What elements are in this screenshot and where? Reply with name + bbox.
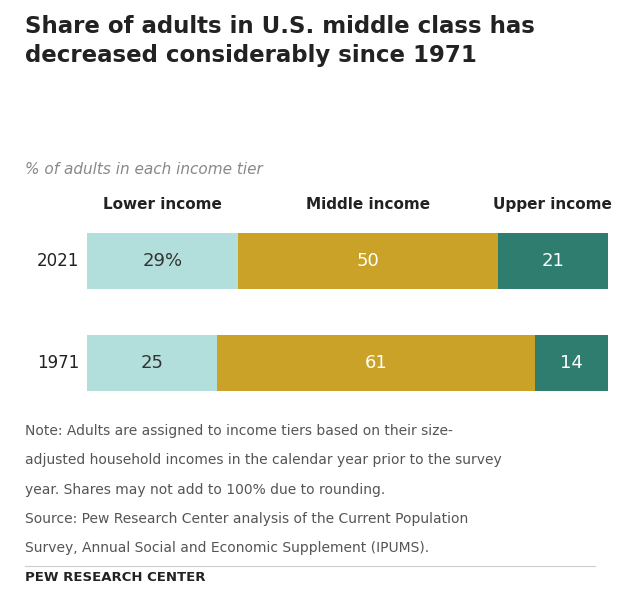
Text: Share of adults in U.S. middle class has
decreased considerably since 1971: Share of adults in U.S. middle class has… [25, 15, 534, 66]
Text: Source: Pew Research Center analysis of the Current Population: Source: Pew Research Center analysis of … [25, 512, 468, 526]
Text: 29%: 29% [142, 253, 182, 270]
Text: 50: 50 [356, 253, 379, 270]
Text: Upper income: Upper income [494, 198, 613, 212]
Text: Lower income: Lower income [103, 198, 222, 212]
Bar [498, 234, 608, 289]
Text: PEW RESEARCH CENTER: PEW RESEARCH CENTER [25, 571, 205, 584]
Text: Note: Adults are assigned to income tiers based on their size-: Note: Adults are assigned to income tier… [25, 424, 453, 438]
Text: 2021: 2021 [37, 253, 79, 270]
Text: 1971: 1971 [37, 354, 79, 372]
Text: 61: 61 [365, 354, 388, 372]
Bar [87, 335, 217, 391]
Text: year. Shares may not add to 100% due to rounding.: year. Shares may not add to 100% due to … [25, 483, 385, 497]
Text: 25: 25 [140, 354, 164, 372]
Text: 21: 21 [541, 253, 564, 270]
Bar [238, 234, 498, 289]
Text: adjusted household incomes in the calendar year prior to the survey: adjusted household incomes in the calend… [25, 453, 502, 467]
Text: Survey, Annual Social and Economic Supplement (IPUMS).: Survey, Annual Social and Economic Suppl… [25, 541, 429, 555]
Bar [217, 335, 534, 391]
Text: 14: 14 [560, 354, 583, 372]
Text: % of adults in each income tier: % of adults in each income tier [25, 162, 262, 177]
Bar [534, 335, 608, 391]
Bar [87, 234, 238, 289]
Text: Middle income: Middle income [306, 198, 430, 212]
